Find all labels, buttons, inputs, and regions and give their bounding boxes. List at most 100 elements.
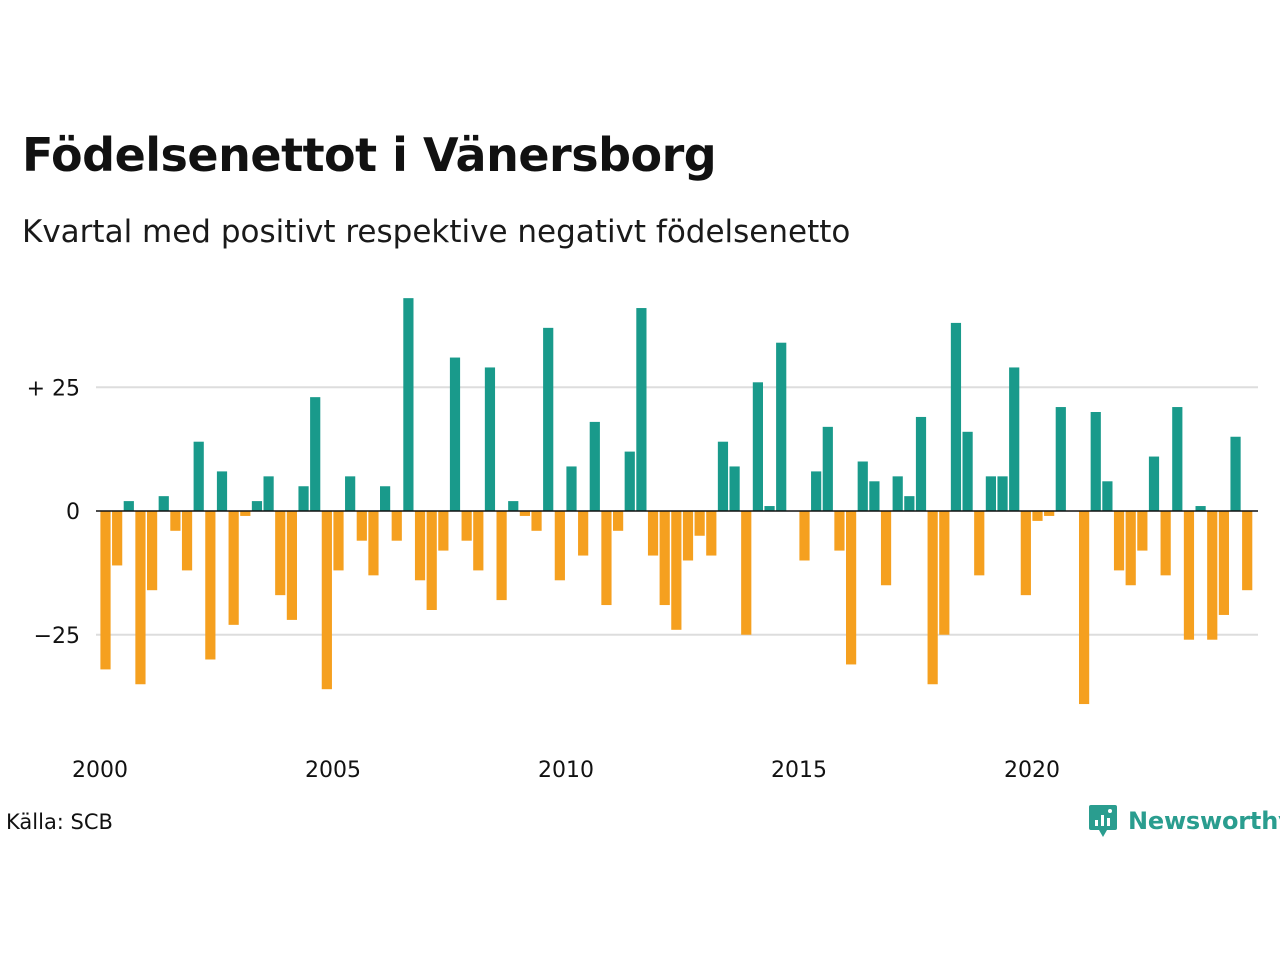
bar-negative <box>799 511 810 561</box>
bar-negative <box>461 511 472 541</box>
y-tick-labels: + 25 0 −25 <box>27 376 80 649</box>
bar-negative <box>694 511 705 536</box>
bar-negative <box>170 511 181 531</box>
newsworthy-logo-icon <box>1089 805 1117 837</box>
chart-subtitle: Kvartal med positivt respektive negativt… <box>22 214 851 250</box>
bar-positive <box>997 476 1008 511</box>
bar-negative <box>275 511 286 596</box>
bar-negative <box>112 511 123 566</box>
bar-positive <box>380 486 391 511</box>
bar-positive <box>589 421 600 511</box>
bar-positive <box>636 308 647 511</box>
grid-lines <box>96 386 1258 636</box>
y-tick-label: 0 <box>66 500 80 525</box>
bar-positive <box>1102 481 1113 511</box>
bar-positive <box>193 441 204 511</box>
bar-positive <box>869 481 880 511</box>
bar-positive <box>729 466 740 511</box>
bar-positive <box>904 496 915 511</box>
bar-positive <box>811 471 822 511</box>
bar-negative <box>1183 511 1195 640</box>
bar-positive <box>915 416 927 511</box>
bar-positive <box>1172 407 1183 511</box>
brand-name: Newsworthy <box>1128 807 1280 835</box>
bar-positive <box>403 298 414 511</box>
bar-negative <box>473 511 484 571</box>
bar-negative <box>356 511 367 541</box>
bar-negative <box>1137 511 1148 551</box>
bar-negative <box>391 511 402 541</box>
bar-negative <box>240 511 251 516</box>
bar-positive <box>752 382 763 511</box>
bar-negative <box>438 511 449 551</box>
bar-positive <box>962 431 973 511</box>
bar-positive <box>543 327 554 511</box>
x-tick-label: 2020 <box>1004 758 1060 783</box>
bar-negative <box>846 511 857 665</box>
bar-negative <box>1207 511 1218 640</box>
bar-positive <box>484 367 496 511</box>
bar-negative <box>1020 511 1031 596</box>
bar-positive <box>298 486 309 511</box>
bar-negative <box>181 511 193 571</box>
bar-positive <box>624 451 635 511</box>
bar-negative <box>1160 511 1171 576</box>
bar-negative <box>321 511 332 690</box>
bar-positive <box>251 501 263 511</box>
bar-positive <box>776 342 787 511</box>
bar-negative <box>531 511 542 531</box>
bar-positive <box>857 461 868 511</box>
bar-negative <box>286 511 297 620</box>
x-tick-label: 2015 <box>771 758 827 783</box>
bar-negative <box>659 511 670 606</box>
bar-negative <box>414 511 426 581</box>
bar-positive <box>1090 412 1101 511</box>
bar-negative <box>939 511 950 635</box>
bar-positive <box>1009 367 1020 511</box>
y-tick-label: + 25 <box>27 376 80 401</box>
bar-positive <box>566 466 577 511</box>
bar-positive <box>1230 436 1241 511</box>
bar-positive <box>310 397 321 511</box>
bar-negative <box>1079 511 1090 705</box>
bar-negative <box>496 511 507 601</box>
bar-positive <box>764 506 775 511</box>
bar-positive <box>717 441 729 511</box>
bar-negative <box>647 511 659 556</box>
bar-positive <box>1195 506 1206 511</box>
bar-negative <box>741 511 752 635</box>
bar-negative <box>1242 511 1253 591</box>
bar-positive <box>1055 407 1066 511</box>
bar-negative <box>1125 511 1136 586</box>
bar-negative <box>228 511 239 625</box>
bar-positive <box>822 426 833 511</box>
bar-negative <box>147 511 158 591</box>
bar-positive <box>1148 456 1160 511</box>
bar-positive <box>158 496 169 511</box>
x-tick-label: 2005 <box>305 758 361 783</box>
bar-positive <box>508 501 519 511</box>
bar-negative <box>613 511 624 531</box>
bar-negative <box>554 511 565 581</box>
bar-positive <box>123 501 134 511</box>
bar-negative <box>135 511 146 685</box>
bar-positive <box>216 471 228 511</box>
bar-negative <box>601 511 612 606</box>
newsworthy-logo: Newsworthy <box>1088 803 1280 839</box>
source-note: Källa: SCB <box>6 810 113 834</box>
bar-negative <box>368 511 379 576</box>
bar-positive <box>950 322 962 511</box>
x-tick-label: 2000 <box>72 758 128 783</box>
bar-negative <box>974 511 985 576</box>
bar-negative <box>682 511 694 561</box>
bar-negative <box>1044 511 1055 516</box>
bar-positive <box>263 476 274 511</box>
bar-positive <box>892 476 903 511</box>
bar-negative <box>834 511 845 551</box>
bar-negative <box>671 511 682 630</box>
bar-negative <box>1032 511 1043 521</box>
bar-positive <box>985 476 996 511</box>
bar-positive <box>449 357 461 511</box>
bar-negative <box>578 511 589 556</box>
x-tick-label: 2010 <box>538 758 594 783</box>
